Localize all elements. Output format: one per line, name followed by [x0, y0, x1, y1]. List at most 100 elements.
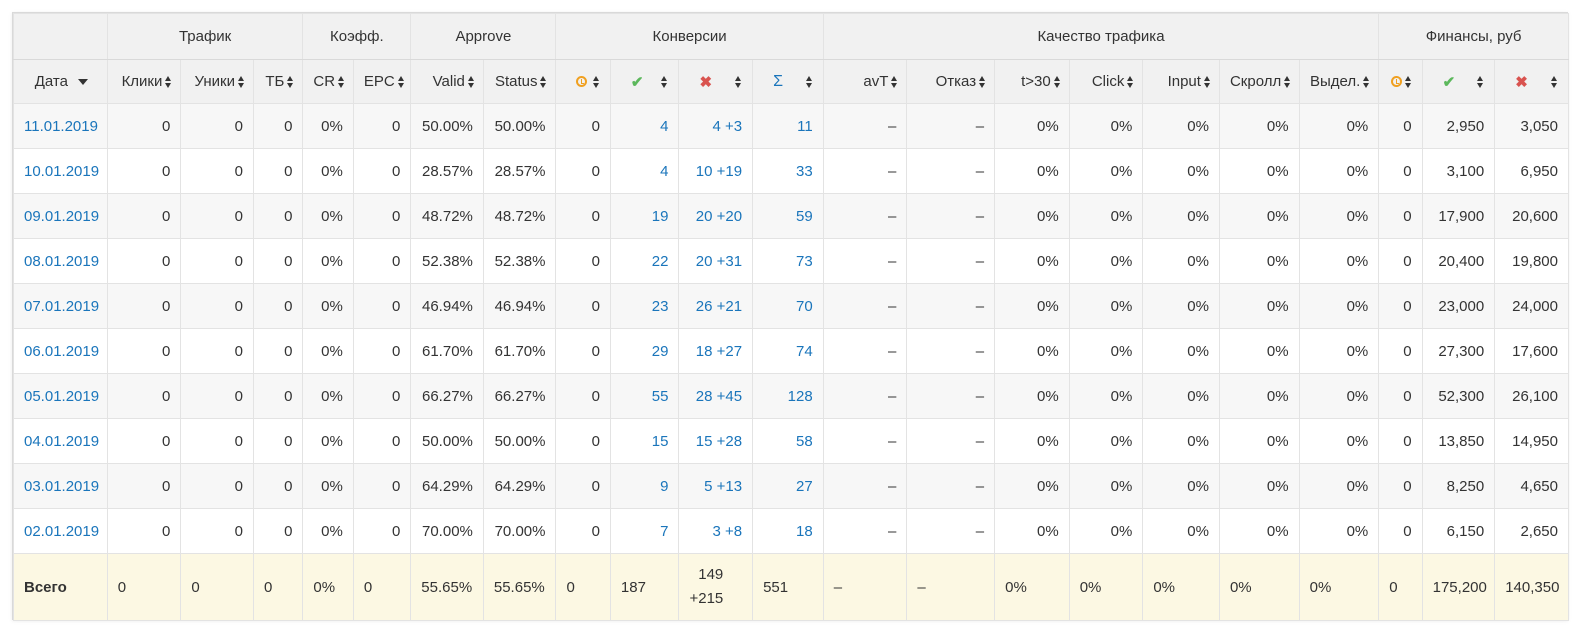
valid-cell: 50.00%	[410, 418, 484, 464]
col-status[interactable]: Status	[482, 59, 557, 104]
col-avt[interactable]: avT	[822, 59, 908, 104]
conv-sum-cell[interactable]: 73	[752, 238, 824, 284]
col-clicks[interactable]: Клики	[106, 59, 182, 104]
conv-rejected-cell[interactable]: 10 +19	[678, 148, 754, 194]
sort-icon	[1551, 75, 1558, 88]
stats-table-panel: Трафик Коэфф. Approve Конверсии Качество…	[12, 12, 1569, 621]
col-fin-pending[interactable]	[1378, 59, 1423, 104]
conv-sum-cell[interactable]: 74	[752, 328, 824, 374]
col-date-label: Дата	[34, 73, 68, 90]
conv-rejected-cell[interactable]: 15 +28	[678, 418, 754, 464]
fin-rejected-cell: 17,600	[1494, 328, 1569, 374]
date-cell[interactable]: 03.01.2019	[13, 463, 108, 509]
col-scroll[interactable]: Скролл	[1218, 59, 1300, 104]
status-cell: 50.00%	[482, 418, 557, 464]
conv-approved-cell[interactable]: 29	[609, 328, 680, 374]
conv-approved-cell[interactable]: 22	[609, 238, 680, 284]
date-cell[interactable]: 07.01.2019	[13, 283, 108, 329]
clicks-cell: 0	[106, 148, 182, 194]
conv-approved-cell[interactable]: 15	[609, 418, 680, 464]
uniques-cell: 0	[180, 418, 254, 464]
sort-icon	[397, 76, 405, 89]
col-uniques-label: Уники	[194, 73, 235, 90]
avt-cell: –	[822, 373, 908, 419]
conv-rejected-cell[interactable]: 20 +31	[678, 238, 754, 284]
col-epc-label: EPC	[363, 73, 395, 90]
conv-sum-cell[interactable]: 59	[752, 193, 824, 239]
conv-approved-cell[interactable]: 4	[609, 148, 680, 194]
conv-sum-cell[interactable]: 128	[752, 373, 824, 419]
col-tb[interactable]: ТБ	[252, 59, 304, 104]
date-cell[interactable]: 02.01.2019	[13, 508, 108, 554]
epc-cell: 0	[352, 103, 412, 149]
fin-rejected-cell: 19,800	[1494, 238, 1569, 284]
date-cell[interactable]: 08.01.2019	[13, 238, 108, 284]
col-select[interactable]: Выдел.	[1298, 59, 1380, 104]
date-cell[interactable]: 06.01.2019	[13, 328, 108, 374]
table-row: 02.01.2019 0 0 0 0% 0 70.00% 70.00% 0 7 3 +8 18– –0%…	[13, 508, 1569, 554]
conv-approved-cell[interactable]: 23	[609, 283, 680, 329]
col-epc[interactable]: EPC	[352, 59, 412, 104]
col-t30[interactable]: t>30	[994, 59, 1070, 104]
fin-pending-cell: 0	[1378, 373, 1423, 419]
clicks-cell: 0	[106, 373, 182, 419]
cr-cell: 0%	[302, 373, 354, 419]
conv-rejected-cell[interactable]: 20 +20	[678, 193, 754, 239]
conv-rejected-cell[interactable]: 18 +27	[678, 328, 754, 374]
otkaz-cell: –	[906, 373, 996, 419]
date-cell[interactable]: 09.01.2019	[13, 193, 108, 239]
col-click[interactable]: Click	[1068, 59, 1144, 104]
conv-rejected-cell[interactable]: 3 +8	[678, 508, 754, 554]
fin-approved-cell: 27,300	[1421, 328, 1496, 374]
col-conv-pending[interactable]	[555, 59, 611, 104]
valid-cell: 66.27%	[410, 373, 484, 419]
input-cell: 0%	[1142, 463, 1220, 509]
col-tb-label: ТБ	[265, 73, 285, 90]
conv-sum-cell[interactable]: 18	[752, 508, 824, 554]
conv-sum-cell[interactable]: 27	[752, 463, 824, 509]
col-fin-approved[interactable]: ✔	[1421, 59, 1496, 104]
total-row: Всего 0 0 0 0% 0 55.65% 55.65% 0 187 149…	[13, 553, 1569, 621]
conv-rejected-cell[interactable]: 28 +45	[678, 373, 754, 419]
fin-approved-cell: 17,900	[1421, 193, 1496, 239]
conv-rejected-cell[interactable]: 26 +21	[678, 283, 754, 329]
total-scroll: 0%	[1218, 553, 1300, 621]
conv-approved-cell[interactable]: 7	[609, 508, 680, 554]
col-uniques[interactable]: Уники	[180, 59, 254, 104]
date-cell[interactable]: 11.01.2019	[13, 103, 108, 149]
group-finance: Финансы, руб	[1378, 13, 1569, 60]
col-cr[interactable]: CR	[302, 59, 354, 104]
fin-rejected-cell: 20,600	[1494, 193, 1569, 239]
col-otkaz-label: Отказ	[935, 73, 977, 90]
col-date[interactable]: Дата	[13, 59, 108, 104]
conv-approved-cell[interactable]: 9	[609, 463, 680, 509]
col-conv-rejected[interactable]: ✖	[678, 59, 754, 104]
col-valid[interactable]: Valid	[410, 59, 484, 104]
col-conv-sum[interactable]: Σ	[752, 59, 824, 104]
fin-rejected-cell: 6,950	[1494, 148, 1569, 194]
conv-rejected-cell[interactable]: 5 +13	[678, 463, 754, 509]
conv-pending-cell: 0	[555, 283, 611, 329]
col-fin-rejected[interactable]: ✖	[1494, 59, 1569, 104]
check-icon: ✔	[1442, 73, 1456, 91]
conv-approved-cell[interactable]: 55	[609, 373, 680, 419]
conv-sum-cell[interactable]: 58	[752, 418, 824, 464]
date-cell[interactable]: 10.01.2019	[13, 148, 108, 194]
conv-approved-cell[interactable]: 19	[609, 193, 680, 239]
col-conv-approved[interactable]: ✔	[609, 59, 680, 104]
sort-icon	[661, 75, 668, 88]
conv-sum-cell[interactable]: 33	[752, 148, 824, 194]
conv-pending-cell: 0	[555, 463, 611, 509]
conv-sum-cell[interactable]: 70	[752, 283, 824, 329]
conv-sum-cell[interactable]: 11	[752, 103, 824, 149]
fin-rejected-cell: 26,100	[1494, 373, 1569, 419]
otkaz-cell: –	[906, 508, 996, 554]
col-input[interactable]: Input	[1142, 59, 1220, 104]
conv-approved-cell[interactable]: 4	[609, 103, 680, 149]
tb-cell: 0	[252, 238, 304, 284]
date-cell[interactable]: 04.01.2019	[13, 418, 108, 464]
col-otkaz[interactable]: Отказ	[906, 59, 996, 104]
total-click: 0%	[1068, 553, 1144, 621]
conv-rejected-cell[interactable]: 4 +3	[678, 103, 754, 149]
date-cell[interactable]: 05.01.2019	[13, 373, 108, 419]
